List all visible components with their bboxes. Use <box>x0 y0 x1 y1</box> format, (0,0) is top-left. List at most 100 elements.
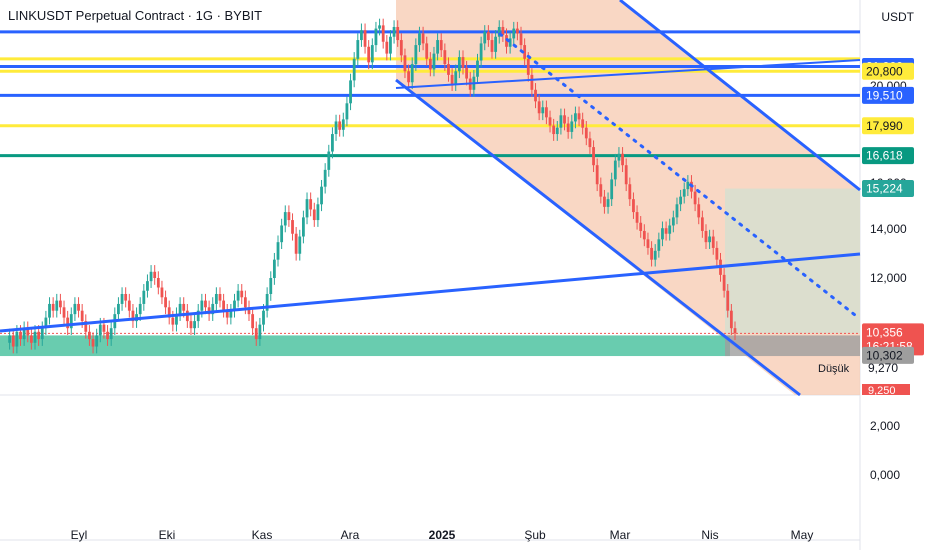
candle-body <box>686 181 690 190</box>
candle-body <box>33 331 37 343</box>
candle-body <box>164 297 167 308</box>
candle-body <box>700 217 704 231</box>
candle-body <box>697 204 701 218</box>
support-zone-shadow <box>725 335 860 357</box>
candle-body <box>345 103 349 120</box>
candle-body <box>312 209 316 221</box>
currency-label[interactable]: USDT <box>881 10 914 24</box>
candle-body <box>305 199 309 218</box>
candle-body <box>566 123 570 132</box>
candle-body <box>84 321 88 332</box>
candle-body <box>211 303 215 315</box>
candle-body <box>247 307 251 315</box>
candle-body <box>385 41 389 54</box>
candle-body <box>214 293 218 304</box>
candle-body <box>240 290 244 298</box>
candle-body <box>349 80 352 104</box>
candle-body <box>207 307 211 315</box>
candle-body <box>51 303 55 311</box>
candle-body <box>483 31 487 44</box>
candle-body <box>574 113 577 122</box>
y-tick-label: 0,000 <box>870 468 900 482</box>
candle-body <box>646 239 650 248</box>
time-axis[interactable]: Eyl Eki Kas Ara 2025 Şub Mar Nis May <box>71 528 814 542</box>
candle-body <box>414 45 418 65</box>
candle-body <box>298 236 302 254</box>
candle-body <box>142 290 146 304</box>
candle-body <box>497 26 501 37</box>
candle-body <box>254 328 258 340</box>
candle-body <box>37 331 41 340</box>
candle-body <box>407 71 410 83</box>
candle-body <box>418 33 421 46</box>
candle-body <box>367 46 371 63</box>
candles <box>8 18 737 354</box>
price-axis[interactable]: 20,00016,00014,00012,0002,0000,00021,066… <box>818 57 924 482</box>
candle-body <box>479 43 483 61</box>
candle-body <box>363 30 367 47</box>
x-tick-label: Nis <box>701 528 718 542</box>
candle-body <box>102 324 106 332</box>
candle-body <box>272 259 276 278</box>
candle-body <box>80 310 84 322</box>
candle-body <box>29 335 33 343</box>
candle-body <box>171 317 175 325</box>
candle-body <box>91 339 95 347</box>
level-badge: 16,618 <box>866 149 903 163</box>
candle-body <box>399 40 403 56</box>
candle-body <box>283 212 287 226</box>
candle-body <box>494 36 498 52</box>
candle-body <box>341 119 345 130</box>
candle-body <box>77 303 80 311</box>
channel-upper <box>619 0 861 192</box>
candle-body <box>675 204 679 218</box>
candle-body <box>523 45 527 59</box>
candle-body <box>613 160 617 180</box>
candle-body <box>555 127 559 135</box>
candle-body <box>432 53 436 70</box>
y-tick-label: 14,000 <box>870 222 907 236</box>
candle-body <box>599 184 603 197</box>
candle-body <box>185 310 189 322</box>
candle-body <box>664 228 668 234</box>
candle-body <box>193 321 196 329</box>
candle-body <box>541 107 545 114</box>
candle-body <box>370 45 374 63</box>
candle-body <box>733 328 737 334</box>
level-badge: 20,800 <box>866 64 903 78</box>
candle-body <box>338 121 342 130</box>
candle-body <box>200 300 204 311</box>
candle-body <box>265 293 269 311</box>
candle-body <box>563 115 566 124</box>
level-badge-bg <box>862 180 914 198</box>
candle-body <box>356 40 360 59</box>
candle-body <box>280 225 284 243</box>
candle-body <box>153 271 157 278</box>
candle-body <box>124 293 128 301</box>
candle-body <box>26 328 30 336</box>
candle-body <box>628 184 632 200</box>
candle-body <box>428 58 432 70</box>
dotted-projection <box>498 32 857 317</box>
candle-body <box>378 25 381 29</box>
candle-body <box>167 307 171 318</box>
candle-body <box>182 303 186 311</box>
level-badge-bg <box>862 86 914 104</box>
candle-body <box>519 33 523 46</box>
candle-body <box>233 300 236 311</box>
candle-body <box>610 179 614 200</box>
low-value-2: 9,250 <box>868 385 896 397</box>
support-price-badge-bg <box>862 346 914 364</box>
candle-body <box>396 26 400 41</box>
level-badge-bg <box>862 147 914 165</box>
candle-body <box>352 58 356 81</box>
last-price-value: 10,356 <box>866 325 903 339</box>
low-badge-bg <box>862 384 910 395</box>
candle-body <box>98 324 102 336</box>
x-tick-label: Kas <box>252 528 273 542</box>
candle-body <box>439 40 443 51</box>
candle-body <box>526 58 530 75</box>
candle-body <box>120 293 124 304</box>
candle-body <box>222 300 226 311</box>
